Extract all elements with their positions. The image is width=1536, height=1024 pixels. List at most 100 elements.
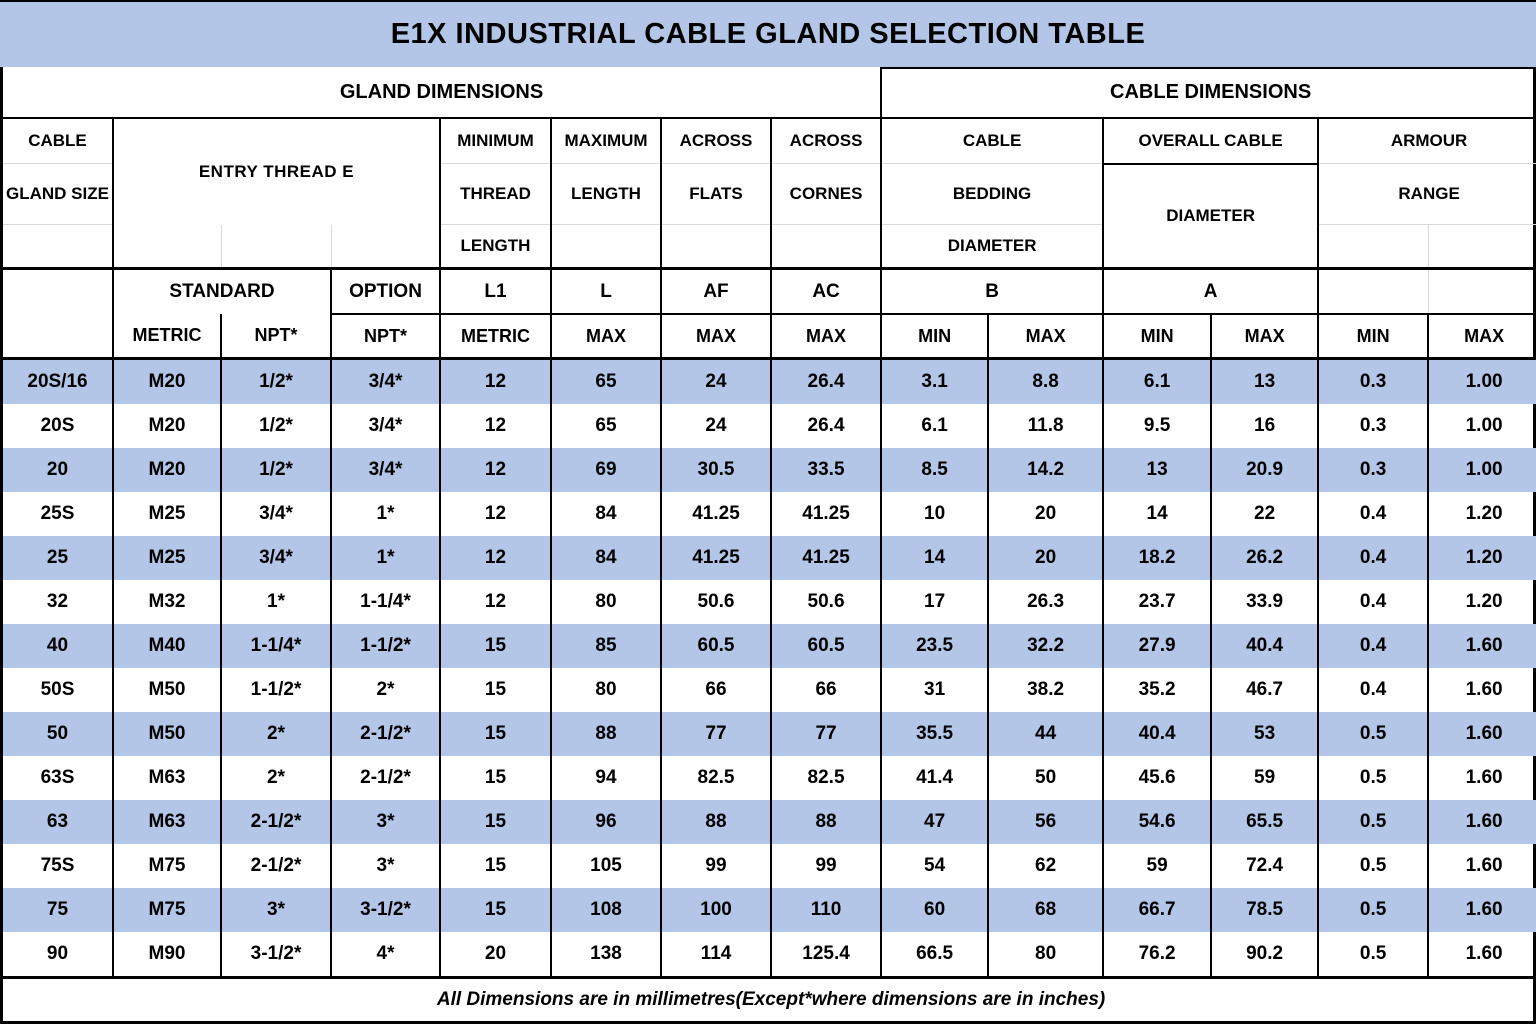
value-cell: 2-1/2* [330, 712, 440, 756]
table-row: 63S M63 2* 2-1/2* 15 94 82.5 82.5 41.4 50 45.6 59 0.… [3, 756, 1536, 800]
value-cell: 45.6 [1102, 756, 1212, 800]
value-cell: 3.1 [880, 358, 989, 404]
value-cell: 66.7 [1102, 888, 1212, 932]
value-cell: 13 [1210, 358, 1319, 404]
l1-label: L1 [440, 267, 552, 315]
value-cell: 20 [987, 536, 1104, 580]
value-cell: 23.5 [880, 624, 989, 668]
table-row: 75 M75 3* 3-1/2* 15 108 100 110 60 68 66.7 78.5 0.5 1… [3, 888, 1536, 932]
value-cell: 60 [880, 888, 989, 932]
gland-size-cell: 25S [40, 503, 75, 524]
value-cell: 1* [220, 580, 331, 624]
value-cell: M63 [112, 756, 221, 800]
value-cell: 0.4 [1317, 668, 1429, 712]
unit-l1-metric: METRIC [440, 314, 552, 360]
value-cell: 2* [220, 756, 331, 800]
value-cell: 66 [769, 668, 882, 712]
value-cell: 3/4* [330, 448, 440, 492]
table-row: 20 M20 1/2* 3/4* 12 69 30.5 33.5 8.5 14.2 13 20.9 0.… [3, 448, 1536, 492]
a-label: A [1103, 267, 1320, 315]
gland-size-cell: 75 [3, 888, 113, 932]
value-cell: 54 [880, 844, 989, 888]
value-cell: 88 [550, 712, 661, 756]
value-cell: 1.60 [1427, 888, 1536, 932]
value-cell: 1* [330, 492, 440, 536]
min-thread-header-line1: MINIMUM [440, 116, 552, 164]
value-cell: 20 [987, 492, 1104, 536]
value-cell: 1-1/2* [220, 668, 331, 712]
gland-size-cell: 63S [40, 767, 75, 788]
value-cell: 94 [550, 756, 661, 800]
value-cell: 27.9 [1102, 624, 1212, 668]
value-cell: 0.5 [1317, 888, 1429, 932]
armour-header-line2: RANGE [1318, 163, 1536, 225]
value-cell: 84 [550, 536, 661, 580]
max-length-header-blank [551, 224, 662, 269]
armour-min-blank [1318, 224, 1429, 269]
value-cell: 33.9 [1210, 580, 1319, 624]
value-cell: 46.7 [1210, 668, 1319, 712]
value-cell: 0.3 [1317, 448, 1429, 492]
value-cell: 1-1/4* [220, 624, 331, 668]
value-cell: 12 [439, 580, 551, 624]
unit-npt-option: NPT* [331, 314, 441, 360]
value-cell: M20 [112, 448, 221, 492]
min-thread-header-line2: THREAD [439, 163, 552, 225]
max-length-header-line2: LENGTH [551, 163, 662, 225]
value-cell: 0.5 [1317, 756, 1429, 800]
value-cell: M25 [112, 536, 221, 580]
unit-b-max: MAX [988, 314, 1105, 360]
value-cell: 41.25 [660, 492, 771, 536]
value-cell: 3/4* [330, 404, 440, 448]
value-cell: 0.4 [1317, 580, 1429, 624]
value-cell: 80 [550, 580, 661, 624]
value-cell: 0.3 [1317, 404, 1429, 448]
gland-size-cell: 63 [3, 800, 113, 844]
value-cell: 76.2 [1102, 932, 1212, 978]
value-cell: 23.7 [1102, 580, 1212, 624]
value-cell: 60.5 [660, 624, 771, 668]
overall-cable-header-line1: OVERALL CABLE [1103, 116, 1320, 165]
value-cell: 1.20 [1427, 492, 1536, 536]
gland-size-cell: 20S [40, 415, 75, 436]
unit-metric-standard: METRIC [113, 314, 222, 360]
value-cell: 65 [550, 404, 661, 448]
armour-symbol-blank-max [1428, 267, 1536, 315]
af-label: AF [661, 267, 772, 315]
unit-a-min: MIN [1103, 314, 1213, 360]
footer-note: All Dimensions are in millimetres(Except… [3, 976, 1536, 1021]
value-cell: 84 [550, 492, 661, 536]
gland-size-cell: 40 [3, 624, 113, 668]
table-row: 50 M50 2* 2-1/2* 15 88 77 77 35.5 44 40.4 53 0.5 1.60 [3, 712, 1536, 756]
armour-header-line1: ARMOUR [1318, 116, 1536, 164]
value-cell: 3* [330, 800, 440, 844]
value-cell: 0.4 [1317, 536, 1429, 580]
value-cell: 65.5 [1210, 800, 1319, 844]
value-cell: 44 [987, 712, 1104, 756]
value-cell: M40 [112, 624, 221, 668]
value-cell: 12 [439, 492, 551, 536]
value-cell: 1/2* [220, 404, 331, 448]
value-cell: 26.2 [1210, 536, 1319, 580]
gland-size-cell: 20S/16 [3, 358, 113, 404]
value-cell: 60.5 [769, 624, 882, 668]
unit-b-min: MIN [881, 314, 990, 360]
gland-size-cell: 50 [3, 712, 113, 756]
page-title: E1X INDUSTRIAL CABLE GLAND SELECTION TAB… [0, 2, 1536, 67]
value-cell: 1.00 [1427, 358, 1536, 404]
value-cell: 35.2 [1102, 668, 1212, 712]
unit-npt-standard: NPT* [221, 314, 332, 360]
value-cell: M25 [112, 492, 221, 536]
value-cell: 3/4* [220, 492, 331, 536]
value-cell: 40.4 [1210, 624, 1319, 668]
value-cell: 96 [550, 800, 661, 844]
b-label: B [881, 267, 1105, 315]
value-cell: 1.60 [1427, 624, 1536, 668]
cable-bedding-header-line2: BEDDING [881, 163, 1105, 225]
standard-label: STANDARD [113, 267, 332, 314]
gland-size-cell: 25 [3, 536, 113, 580]
value-cell: 1-1/4* [330, 580, 440, 624]
value-cell: 8.5 [880, 448, 989, 492]
value-cell: 20 [439, 932, 551, 978]
option-label: OPTION [331, 267, 441, 315]
